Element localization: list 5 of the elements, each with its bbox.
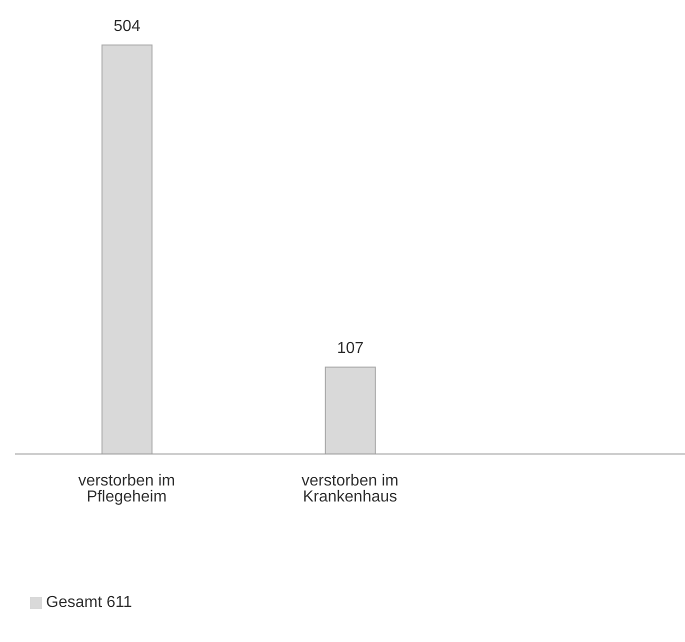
x-tick-label: verstorben im Krankenhaus xyxy=(302,472,398,506)
legend-label: Gesamt 611 xyxy=(46,594,132,611)
data-label: 504 xyxy=(114,18,140,35)
data-label: 107 xyxy=(336,340,364,358)
x-tick-label: verstorben im Pflegeheim xyxy=(78,472,176,506)
